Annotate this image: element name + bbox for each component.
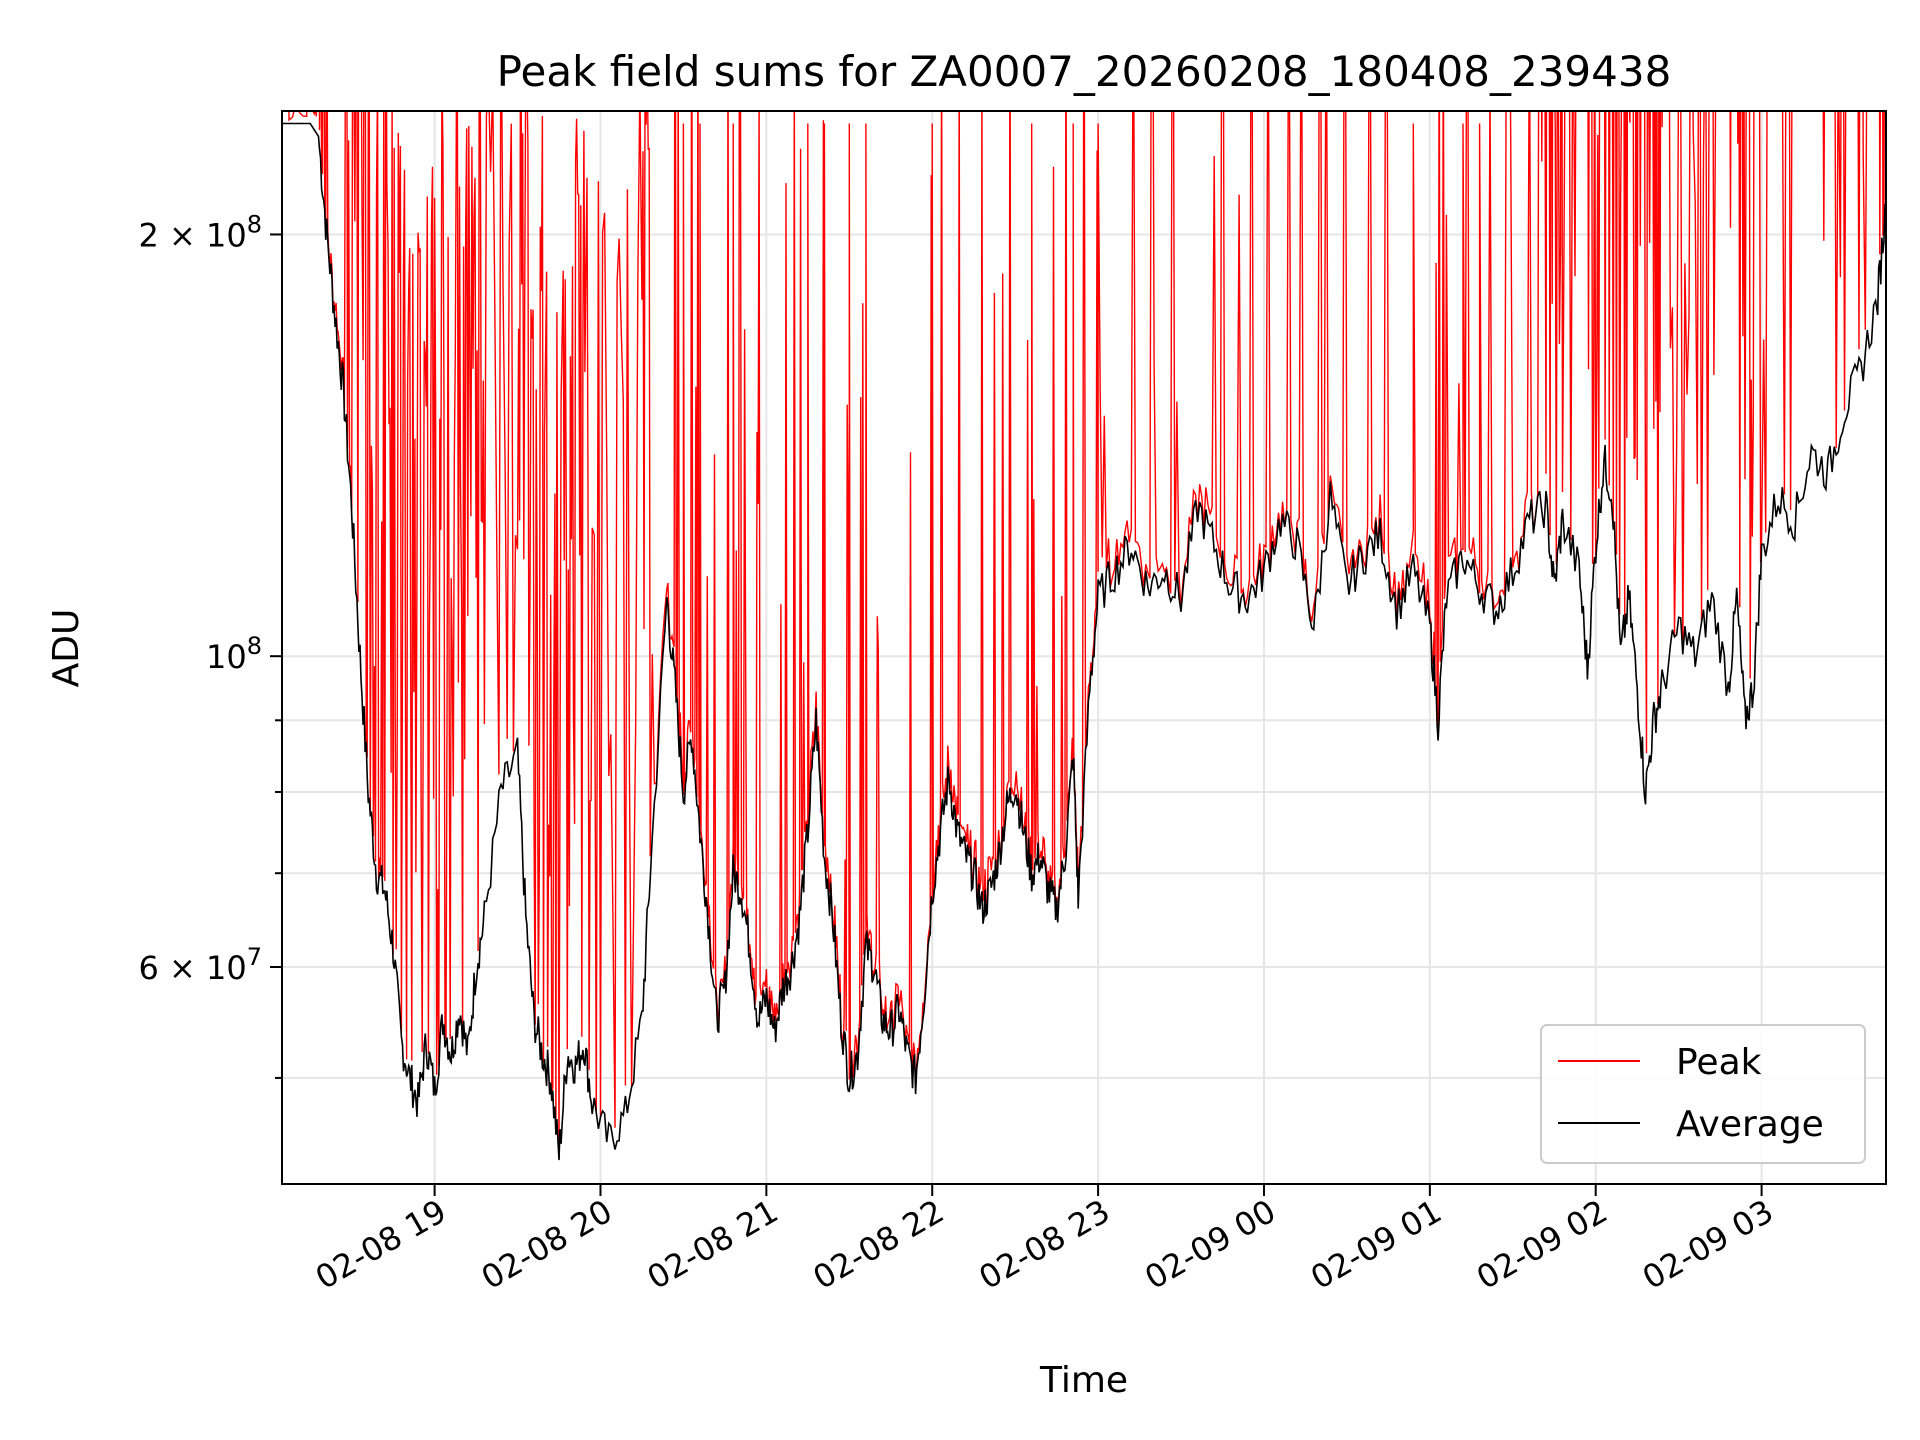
series-average-line [282,122,1886,1161]
x-axis-label: Time [1039,1360,1128,1401]
legend-label-average: Average [1676,1104,1824,1145]
legend-label-peak: Peak [1676,1042,1762,1083]
series-peak-line [288,111,1885,1160]
chart-title: Peak field sums for ZA0007_20260208_1804… [497,47,1672,96]
x-tick-label: 02-08 19 [309,1192,453,1297]
series-layer [282,111,1886,1161]
x-tick-label: 02-08 22 [807,1192,951,1297]
y-tick-label: 108 [206,632,262,676]
legend-box [1540,1024,1866,1164]
y-tick-label: 2 × 108 [138,210,262,254]
x-tick-label: 02-09 01 [1304,1192,1448,1297]
x-tick-label: 02-09 02 [1470,1192,1614,1297]
x-tick-label: 02-08 23 [972,1192,1116,1297]
x-tick-label: 02-09 03 [1636,1192,1780,1297]
x-tick-label: 02-08 21 [641,1192,785,1297]
x-tick-label: 02-08 20 [475,1192,619,1297]
legend: Peak Average [1540,1024,1866,1164]
x-tick-label: 02-09 00 [1138,1192,1282,1297]
y-tick-label: 6 × 107 [138,943,262,987]
y-axis-label: ADU [46,609,87,688]
plot-frame [281,110,1887,1185]
